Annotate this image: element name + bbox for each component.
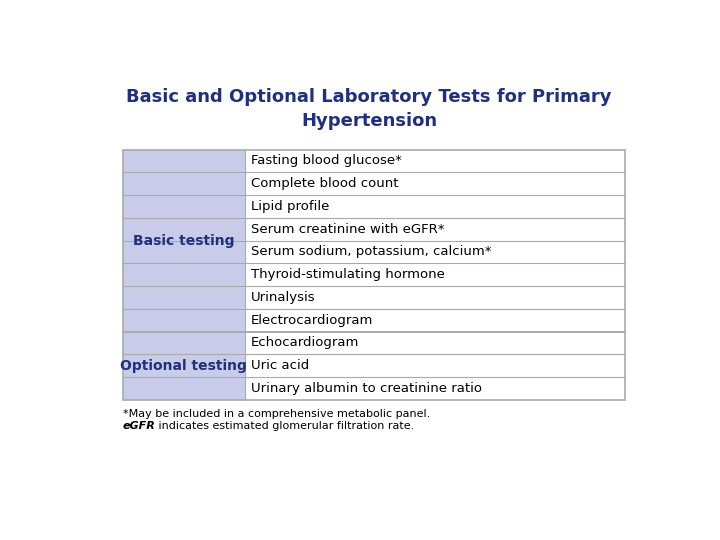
Text: Lipid profile: Lipid profile	[251, 200, 330, 213]
Text: indicates estimated glomerular filtration rate.: indicates estimated glomerular filtratio…	[156, 421, 415, 431]
Text: Thyroid-stimulating hormone: Thyroid-stimulating hormone	[251, 268, 445, 281]
Text: Optional testing: Optional testing	[120, 359, 247, 373]
Bar	[122, 150, 245, 400]
Text: Urinary albumin to creatinine ratio: Urinary albumin to creatinine ratio	[251, 382, 482, 395]
Bar	[245, 150, 625, 400]
Text: eGFR: eGFR	[122, 421, 156, 431]
Text: *May be included in a comprehensive metabolic panel.: *May be included in a comprehensive meta…	[122, 409, 430, 419]
Text: Complete blood count: Complete blood count	[251, 177, 399, 190]
Text: Echocardiogram: Echocardiogram	[251, 336, 359, 349]
Bar	[122, 150, 625, 400]
Text: Basic and Optional Laboratory Tests for Primary
Hypertension: Basic and Optional Laboratory Tests for …	[126, 88, 612, 130]
Text: Serum sodium, potassium, calcium*: Serum sodium, potassium, calcium*	[251, 245, 492, 258]
Text: Serum creatinine with eGFR*: Serum creatinine with eGFR*	[251, 222, 445, 235]
Text: Fasting blood glucose*: Fasting blood glucose*	[251, 154, 402, 167]
Text: Urinalysis: Urinalysis	[251, 291, 316, 304]
Text: Basic testing: Basic testing	[133, 233, 235, 247]
Text: Uric acid: Uric acid	[251, 359, 310, 372]
Text: Electrocardiogram: Electrocardiogram	[251, 314, 374, 327]
